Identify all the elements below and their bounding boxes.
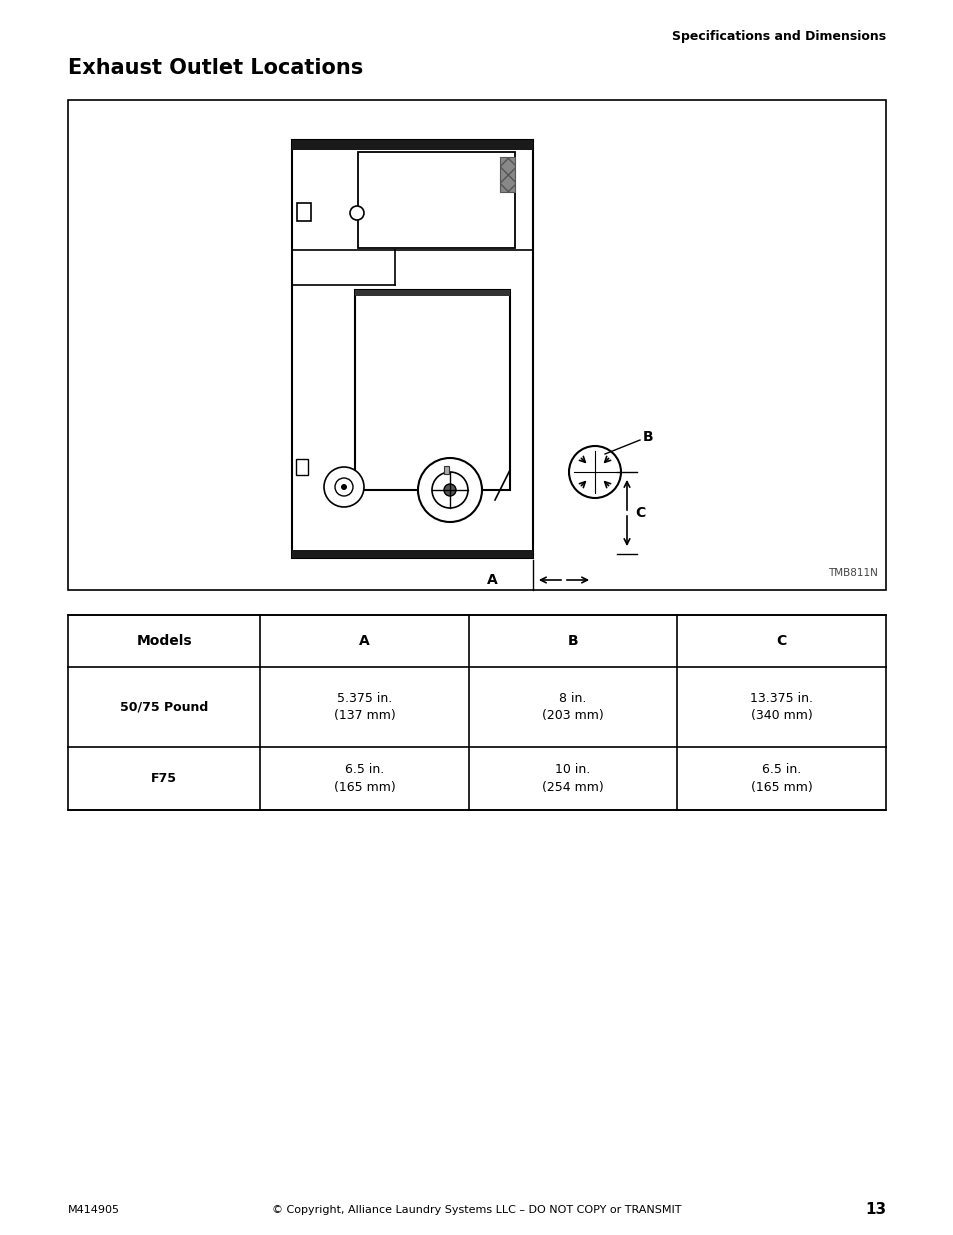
Bar bbox=[355, 290, 510, 296]
Text: B: B bbox=[567, 634, 578, 648]
Text: 6.5 in.
(165 mm): 6.5 in. (165 mm) bbox=[750, 763, 812, 794]
Text: Models: Models bbox=[136, 634, 192, 648]
Circle shape bbox=[432, 472, 468, 508]
Text: 13: 13 bbox=[864, 1203, 885, 1218]
Bar bbox=[355, 290, 510, 490]
Circle shape bbox=[324, 467, 364, 508]
Bar bbox=[292, 140, 533, 558]
Text: A: A bbox=[358, 634, 370, 648]
Text: Exhaust Outlet Locations: Exhaust Outlet Locations bbox=[68, 58, 363, 78]
Bar bbox=[443, 466, 449, 474]
Circle shape bbox=[443, 484, 456, 496]
Text: B: B bbox=[642, 430, 653, 445]
Text: M414905: M414905 bbox=[68, 1205, 120, 1215]
Text: 13.375 in.
(340 mm): 13.375 in. (340 mm) bbox=[749, 692, 812, 722]
Text: C: C bbox=[635, 506, 644, 520]
Bar bbox=[68, 100, 885, 590]
Bar bbox=[499, 157, 515, 191]
Bar bbox=[296, 203, 311, 221]
Text: 8 in.
(203 mm): 8 in. (203 mm) bbox=[541, 692, 603, 722]
Text: Specifications and Dimensions: Specifications and Dimensions bbox=[671, 30, 885, 43]
Text: F75: F75 bbox=[151, 772, 177, 785]
Text: 5.375 in.
(137 mm): 5.375 in. (137 mm) bbox=[334, 692, 395, 722]
Circle shape bbox=[568, 446, 620, 498]
Text: TMB811N: TMB811N bbox=[827, 568, 877, 578]
Text: 6.5 in.
(165 mm): 6.5 in. (165 mm) bbox=[334, 763, 395, 794]
Text: C: C bbox=[776, 634, 786, 648]
Bar bbox=[68, 615, 885, 810]
Text: © Copyright, Alliance Laundry Systems LLC – DO NOT COPY or TRANSMIT: © Copyright, Alliance Laundry Systems LL… bbox=[272, 1205, 681, 1215]
Circle shape bbox=[340, 484, 347, 490]
Text: 10 in.
(254 mm): 10 in. (254 mm) bbox=[541, 763, 603, 794]
Circle shape bbox=[417, 458, 481, 522]
Circle shape bbox=[335, 478, 353, 496]
Circle shape bbox=[350, 206, 364, 220]
Bar bbox=[292, 140, 533, 149]
Bar bbox=[292, 550, 533, 558]
Bar bbox=[357, 152, 515, 248]
Bar bbox=[295, 459, 308, 475]
Text: A: A bbox=[487, 573, 497, 587]
Text: 50/75 Pound: 50/75 Pound bbox=[120, 700, 208, 714]
